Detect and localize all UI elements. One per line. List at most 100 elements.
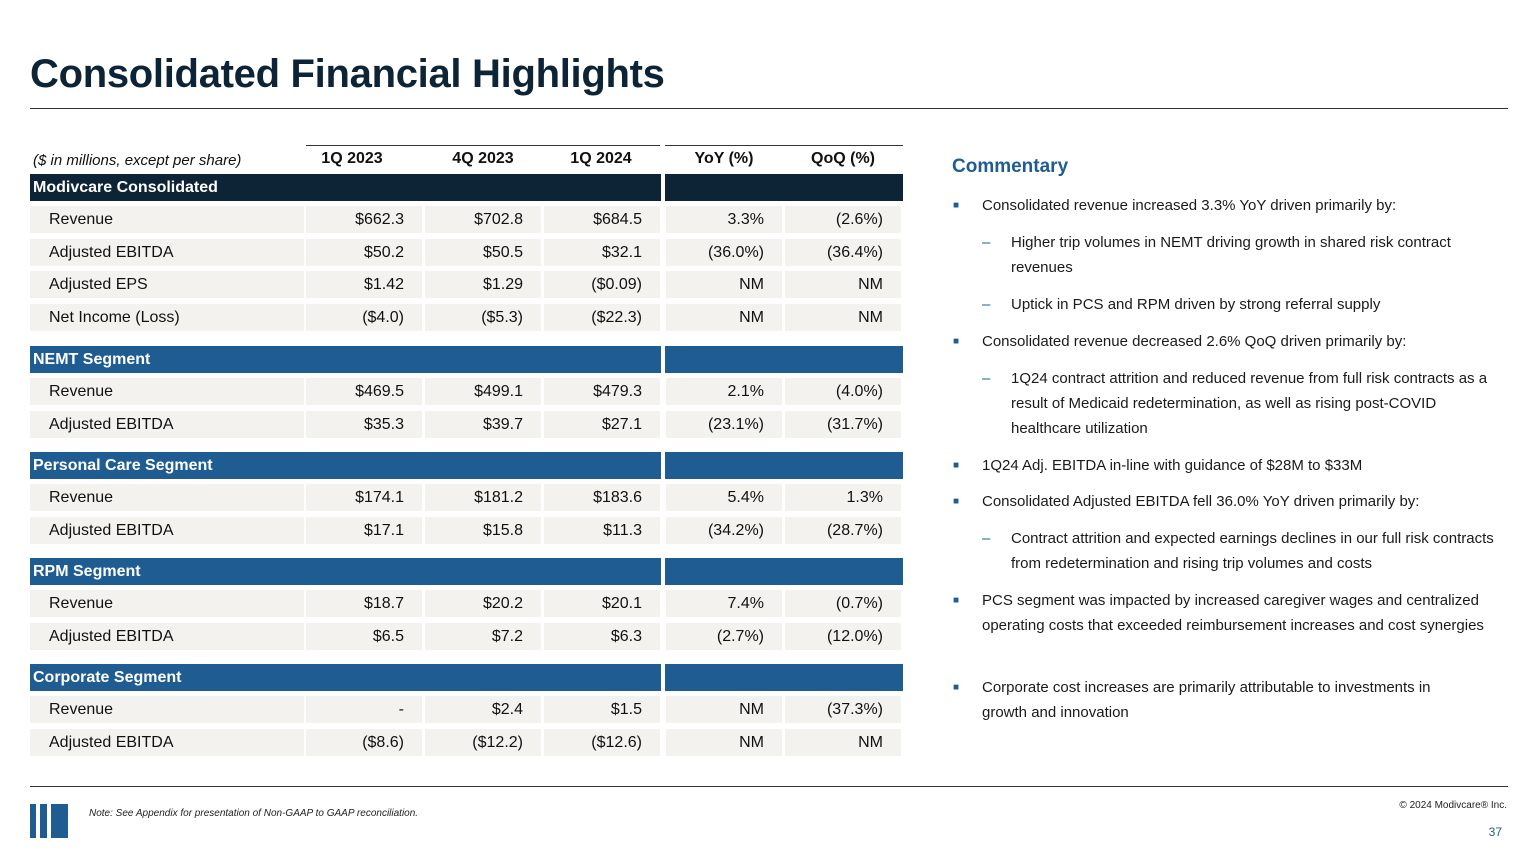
- commentary-bullet: ■ Consolidated revenue decreased 2.6% QoQ…: [953, 329, 1508, 354]
- table-row: Adjusted EBITDA $17.1 $15.8 $11.3 (34.2%) (28…: [30, 516, 903, 544]
- value-cell: ($12.2): [425, 728, 541, 756]
- commentary-sub-bullet: – Contract attrition and expected earning…: [982, 526, 1508, 576]
- bullet-text: PCS segment was impacted by increased ca…: [982, 592, 1484, 634]
- value-cell: $6.5: [306, 622, 422, 650]
- dash-bullet-icon: –: [982, 530, 991, 547]
- value-cell: $20.1: [544, 590, 660, 617]
- commentary-sub-bullet: – Higher trip volumes in NEMT driving gro…: [982, 230, 1508, 280]
- value-cell: NM: [666, 271, 782, 298]
- section-title: Personal Care Segment: [30, 452, 661, 479]
- row-label: Adjusted EPS: [30, 271, 304, 298]
- value-cell: $1.29: [425, 271, 541, 298]
- value-cell: (37.3%): [785, 696, 901, 723]
- value-cell: ($22.3): [544, 303, 660, 331]
- column-header: QoQ (%): [811, 150, 875, 167]
- bullet-text: 1Q24 Adj. EBITDA in-line with guidance o…: [982, 457, 1363, 474]
- row-label: Revenue: [30, 590, 304, 617]
- section-title: NEMT Segment: [30, 346, 661, 373]
- bullet-text: 1Q24 contract attrition and reduced reve…: [1011, 370, 1488, 437]
- value-cell: $702.8: [425, 206, 541, 233]
- value-cell: NM: [666, 303, 782, 331]
- row-label: Revenue: [30, 206, 304, 233]
- row-label: Adjusted EBITDA: [30, 728, 304, 756]
- value-cell: ($8.6): [306, 728, 422, 756]
- dash-bullet-icon: –: [982, 234, 991, 251]
- column-header: 1Q 2023: [321, 150, 383, 167]
- table-row: Adjusted EBITDA $6.5 $7.2 $6.3 (2.7%) (12.0%): [30, 622, 903, 650]
- copyright: © 2024 Modivcare® Inc.: [1399, 800, 1507, 811]
- section-band-right: [665, 558, 903, 585]
- value-cell: 1.3%: [785, 484, 901, 511]
- value-cell: $2.4: [425, 696, 541, 723]
- value-cell: $6.3: [544, 622, 660, 650]
- value-cell: -: [306, 696, 422, 723]
- column-header: 1Q 2024: [570, 150, 632, 167]
- value-cell: ($12.6): [544, 728, 660, 756]
- value-cell: $174.1: [306, 484, 422, 511]
- value-cell: $1.5: [544, 696, 660, 723]
- page-title: Consolidated Financial Highlights: [30, 52, 665, 96]
- section-band-right: [665, 452, 903, 479]
- value-cell: $469.5: [306, 378, 422, 405]
- bullet-text: Consolidated revenue decreased 2.6% QoQ …: [982, 333, 1407, 350]
- value-cell: 5.4%: [666, 484, 782, 511]
- value-cell: (12.0%): [785, 622, 901, 650]
- value-cell: $499.1: [425, 378, 541, 405]
- row-label: Adjusted EBITDA: [30, 622, 304, 650]
- value-cell: $20.2: [425, 590, 541, 617]
- value-cell: $15.8: [425, 516, 541, 544]
- table-row: Adjusted EBITDA $35.3 $39.7 $27.1 (23.1%) (31…: [30, 410, 903, 438]
- table-row: Adjusted EBITDA $50.2 $50.5 $32.1 (36.0%) (36…: [30, 238, 903, 266]
- square-bullet-icon: ■: [953, 460, 960, 471]
- value-cell: 3.3%: [666, 206, 782, 233]
- value-cell: NM: [785, 271, 901, 298]
- page-number: 37: [1488, 825, 1502, 839]
- value-cell: $479.3: [544, 378, 660, 405]
- commentary-title: Commentary: [952, 156, 1069, 177]
- value-cell: NM: [785, 728, 901, 756]
- commentary-bullet: ■ 1Q24 Adj. EBITDA in-line with guidance …: [953, 453, 1508, 478]
- bullet-text: Consolidated revenue increased 3.3% YoY …: [982, 197, 1397, 214]
- commentary-sub-bullet: – Uptick in PCS and RPM driven by strong …: [982, 292, 1508, 317]
- value-cell: $50.5: [425, 238, 541, 266]
- value-cell: $662.3: [306, 206, 422, 233]
- value-cell: $39.7: [425, 410, 541, 438]
- dash-bullet-icon: –: [982, 296, 991, 313]
- modivcare-logo: [30, 804, 68, 838]
- value-cell: $183.6: [544, 484, 660, 511]
- commentary-bullet: ■ Corporate cost increases are primarily …: [953, 675, 1452, 725]
- title-divider: [30, 108, 1508, 109]
- value-cell: (23.1%): [666, 410, 782, 438]
- value-cell: $181.2: [425, 484, 541, 511]
- value-cell: $32.1: [544, 238, 660, 266]
- table-row: Net Income (Loss) ($4.0) ($5.3) ($22.3) NM NM: [30, 303, 903, 331]
- value-cell: $35.3: [306, 410, 422, 438]
- value-cell: ($0.09): [544, 271, 660, 298]
- value-cell: (36.0%): [666, 238, 782, 266]
- unit-note: ($ in millions, except per share): [33, 152, 242, 169]
- commentary-bullet: ■ Consolidated Adjusted EBITDA fell 36.0%…: [953, 489, 1508, 514]
- commentary-sub-bullet: – 1Q24 contract attrition and reduced rev…: [982, 366, 1508, 441]
- value-cell: (2.7%): [666, 622, 782, 650]
- bullet-text: Uptick in PCS and RPM driven by strong r…: [1011, 296, 1381, 313]
- value-cell: ($4.0): [306, 303, 422, 331]
- row-label: Net Income (Loss): [30, 303, 304, 331]
- value-cell: $27.1: [544, 410, 660, 438]
- bullet-text: Corporate cost increases are primarily a…: [982, 679, 1431, 721]
- table-row: Adjusted EPS $1.42 $1.29 ($0.09) NM NM: [30, 271, 903, 298]
- column-header: YoY (%): [694, 150, 754, 167]
- footer-divider: [30, 786, 1508, 787]
- value-cell: $684.5: [544, 206, 660, 233]
- bullet-text: Contract attrition and expected earnings…: [1011, 530, 1494, 572]
- value-cell: (34.2%): [666, 516, 782, 544]
- square-bullet-icon: ■: [953, 595, 960, 606]
- header-rule-periods: [306, 145, 660, 146]
- section-band-right: [665, 174, 903, 201]
- section-band-right: [665, 664, 903, 691]
- square-bullet-icon: ■: [953, 336, 960, 347]
- value-cell: (31.7%): [785, 410, 901, 438]
- bullet-text: Consolidated Adjusted EBITDA fell 36.0% …: [982, 493, 1420, 510]
- square-bullet-icon: ■: [953, 496, 960, 507]
- value-cell: (2.6%): [785, 206, 901, 233]
- value-cell: ($5.3): [425, 303, 541, 331]
